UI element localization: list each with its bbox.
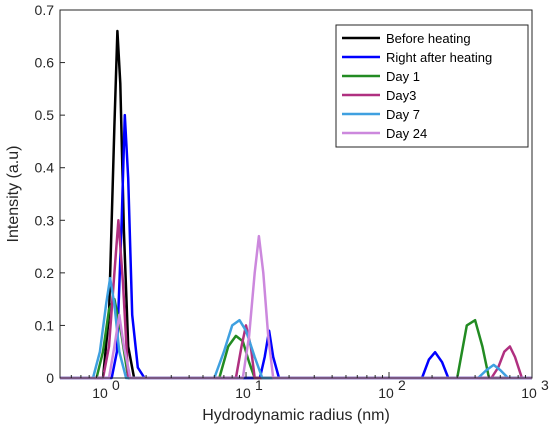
y-tick-label: 0.5 <box>35 107 55 123</box>
series-line-5 <box>60 234 532 380</box>
y-axis-ticks: 0 0.1 0.2 0.3 0.4 0.5 0.6 0.7 <box>35 2 65 386</box>
series-line-4 <box>60 276 532 380</box>
y-tick-label: 0.7 <box>35 2 55 18</box>
y-tick-label: 0.1 <box>35 317 55 333</box>
x-tick-label-exponent: 0 <box>112 377 120 393</box>
x-tick-label-exponent: 3 <box>541 377 549 393</box>
y-tick-label: 0 <box>46 370 54 386</box>
x-tick-label: 10 <box>92 385 108 401</box>
legend: Before heating Right after heating Day 1 Da… <box>335 24 529 148</box>
y-tick-label: 0.4 <box>35 160 55 176</box>
x-axis-label: Hydrodynamic radius (nm) <box>202 407 390 424</box>
x-tick-label-exponent: 2 <box>398 377 406 393</box>
series-lines <box>60 29 532 380</box>
x-tick-label: 10 <box>235 385 251 401</box>
legend-box <box>335 24 529 148</box>
series-line-1 <box>60 113 532 380</box>
x-tick-label-exponent: 1 <box>255 377 263 393</box>
legend-label: Day3 <box>386 88 416 103</box>
y-tick-label: 0.6 <box>35 55 55 71</box>
x-tick-label: 10 <box>378 385 394 401</box>
series-line-3 <box>60 219 532 380</box>
y-tick-label: 0.2 <box>35 265 55 281</box>
x-tick-label: 10 <box>521 385 537 401</box>
x-axis-ticks: 10 0 10 1 10 2 10 3 <box>59 372 549 401</box>
legend-label: Day 1 <box>386 69 420 84</box>
legend-label: Day 7 <box>386 107 420 122</box>
y-tick-label: 0.3 <box>35 212 55 228</box>
legend-label: Before heating <box>386 31 471 46</box>
legend-label: Right after heating <box>386 50 492 65</box>
plot-frame <box>59 9 533 379</box>
series-line-2 <box>60 297 532 380</box>
legend-label: Day 24 <box>386 126 427 141</box>
y-axis-label: Intensity (a.u) <box>5 146 22 243</box>
